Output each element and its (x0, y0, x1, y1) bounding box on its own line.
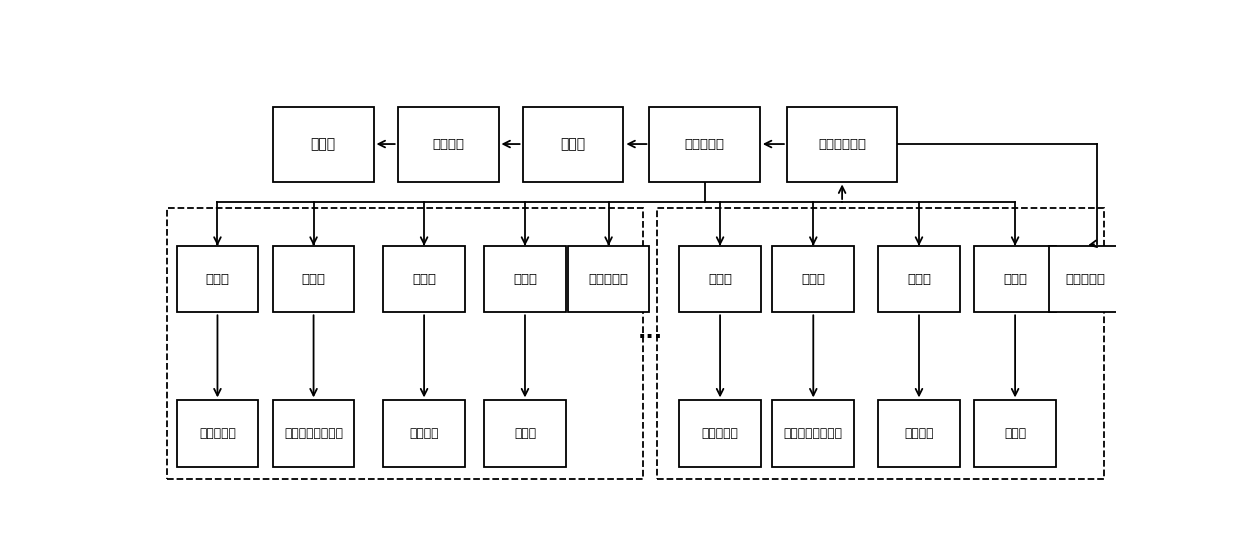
Bar (273, 400, 355, 467)
Bar (176, 400, 258, 467)
Bar (878, 400, 960, 467)
Bar (383, 400, 465, 467)
Text: 温度采集器: 温度采集器 (589, 272, 629, 286)
Bar (568, 246, 650, 312)
Text: 冷端温度补偿设备: 冷端温度补偿设备 (784, 427, 843, 440)
Text: ···: ··· (637, 327, 662, 347)
Text: 鼓风机: 鼓风机 (513, 427, 536, 440)
Bar (680, 246, 761, 312)
Bar (975, 246, 1056, 312)
Text: 变频器: 变频器 (1003, 272, 1027, 286)
Bar (484, 246, 565, 312)
Text: 变频器: 变频器 (708, 272, 732, 286)
Bar (787, 106, 898, 182)
Text: 强排风机: 强排风机 (409, 427, 439, 440)
Text: 强排风机: 强排风机 (904, 427, 934, 440)
Bar (273, 246, 355, 312)
Bar (176, 246, 258, 312)
Text: 变频器: 变频器 (412, 272, 436, 286)
Text: 传动链: 传动链 (310, 137, 336, 151)
Text: 变频器: 变频器 (513, 272, 537, 286)
Bar (650, 106, 760, 182)
Bar (773, 400, 854, 467)
Bar (398, 106, 498, 182)
Text: 可编程控制器: 可编程控制器 (818, 138, 866, 150)
Bar (975, 400, 1056, 467)
Bar (522, 106, 624, 182)
Text: 鼓风机: 鼓风机 (1004, 427, 1027, 440)
Bar (273, 106, 373, 182)
Text: 火管加热器: 火管加热器 (702, 427, 739, 440)
Bar (1049, 246, 1121, 312)
Bar (657, 208, 1105, 478)
Bar (383, 246, 465, 312)
Text: 变频器: 变频器 (801, 272, 826, 286)
Text: 火管加热器: 火管加热器 (200, 427, 236, 440)
Bar (680, 400, 761, 467)
Text: 光电耦合器: 光电耦合器 (684, 138, 724, 150)
Bar (484, 400, 565, 467)
Text: 变频器: 变频器 (906, 272, 931, 286)
Text: 温度采集器: 温度采集器 (1065, 272, 1105, 286)
Text: 驱动电机: 驱动电机 (432, 138, 464, 150)
Bar (878, 246, 960, 312)
Bar (166, 208, 644, 478)
Text: 变频器: 变频器 (301, 272, 326, 286)
Text: 冷端温度补偿设备: 冷端温度补偿设备 (284, 427, 343, 440)
Bar (773, 246, 854, 312)
Text: 变频器: 变频器 (206, 272, 229, 286)
Text: 变频器: 变频器 (560, 137, 585, 151)
